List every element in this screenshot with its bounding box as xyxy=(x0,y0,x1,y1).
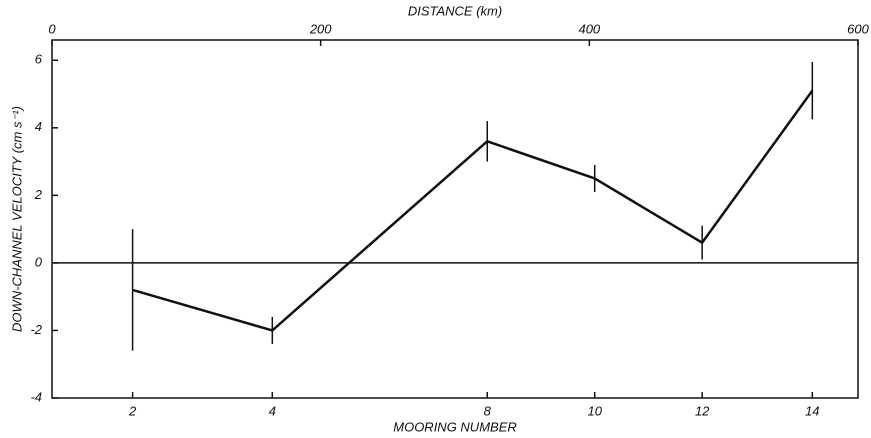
y-axis-title: DOWN-CHANNEL VELOCITY (cm s⁻¹) xyxy=(9,106,24,332)
y-tick-label: 0 xyxy=(35,254,43,269)
y-tick-label: 2 xyxy=(34,187,43,202)
data-line xyxy=(132,89,814,332)
x-tick-label: 600 xyxy=(847,21,869,36)
category-label: 2 xyxy=(128,403,137,418)
x-axis-title: DISTANCE (km) xyxy=(408,3,502,18)
category-label: 12 xyxy=(695,403,710,418)
plot-frame xyxy=(51,39,859,399)
category-label: 4 xyxy=(269,403,276,418)
category-axis-title: MOORING NUMBER xyxy=(393,419,517,434)
category-label: 8 xyxy=(484,403,492,418)
category-label: 14 xyxy=(805,403,819,418)
y-tick-label: 6 xyxy=(35,52,43,67)
y-tick-label: -2 xyxy=(30,322,42,337)
x-tick-label: 0 xyxy=(48,21,56,36)
x-tick-label: 400 xyxy=(578,21,600,36)
y-tick-label: -4 xyxy=(30,389,42,404)
y-tick-label: 4 xyxy=(35,119,42,134)
x-tick-label: 200 xyxy=(309,21,332,36)
category-label: 10 xyxy=(587,403,602,418)
